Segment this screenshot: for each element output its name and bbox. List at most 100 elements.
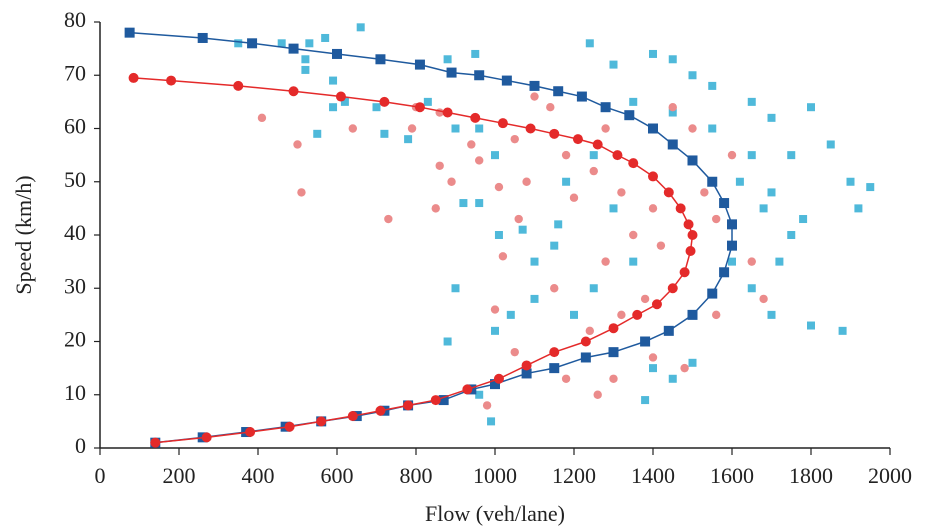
circle-marker: [609, 374, 618, 383]
square-marker: [375, 54, 386, 65]
circle-marker: [629, 230, 638, 240]
square-marker: [747, 284, 756, 293]
square-marker: [423, 97, 432, 106]
square-marker: [321, 33, 330, 42]
square-marker: [648, 123, 658, 134]
circle-marker: [651, 299, 662, 310]
circle-marker: [712, 310, 721, 320]
circle-marker: [335, 91, 346, 102]
circle-marker: [447, 177, 456, 186]
square-marker: [728, 257, 736, 266]
circle-marker: [572, 134, 583, 145]
square-marker: [562, 177, 571, 186]
circle-marker: [498, 252, 508, 261]
square-marker: [600, 102, 611, 113]
circle-marker: [233, 80, 244, 91]
square-marker: [443, 337, 452, 346]
square-marker: [451, 124, 460, 133]
circle-marker: [384, 214, 393, 224]
circle-marker: [166, 75, 177, 86]
square-marker: [404, 135, 413, 144]
circle-marker: [525, 123, 536, 134]
square-marker: [197, 32, 208, 43]
square-marker: [491, 151, 499, 160]
square-marker: [589, 151, 598, 160]
circle-marker: [747, 257, 756, 266]
square-marker: [554, 220, 563, 229]
circle-marker: [293, 140, 302, 149]
x-tick-label: 2000: [868, 463, 912, 488]
circle-marker: [288, 86, 299, 97]
square-marker: [459, 199, 468, 208]
square-marker: [414, 59, 425, 70]
square-marker: [124, 27, 135, 38]
square-marker: [759, 204, 768, 213]
circle-marker: [683, 219, 694, 230]
square-marker: [687, 155, 698, 166]
y-tick-label: 40: [64, 220, 86, 245]
circle-marker: [648, 353, 658, 362]
square-marker: [609, 204, 618, 213]
square-marker: [767, 113, 776, 122]
circle-marker: [494, 182, 504, 192]
square-marker: [446, 67, 457, 78]
square-marker: [707, 176, 718, 187]
square-marker: [487, 417, 496, 426]
square-marker: [787, 151, 796, 160]
circle-marker: [348, 124, 357, 133]
circle-marker: [297, 188, 306, 197]
circle-marker: [150, 437, 161, 448]
square-marker: [518, 225, 527, 234]
circle-marker: [521, 360, 532, 371]
square-marker: [585, 39, 594, 48]
circle-marker: [431, 204, 440, 213]
square-marker: [707, 288, 718, 299]
square-marker: [471, 49, 480, 58]
square-marker: [372, 103, 381, 112]
circle-marker: [430, 395, 441, 406]
square-marker: [530, 257, 539, 266]
square-marker: [608, 347, 619, 358]
circle-marker: [580, 336, 591, 347]
square-marker: [866, 183, 875, 192]
square-marker: [735, 177, 744, 186]
circle-marker: [522, 177, 531, 186]
square-marker: [663, 325, 674, 336]
y-axis-label: Speed (km/h): [11, 175, 36, 294]
square-marker: [775, 257, 784, 266]
circle-marker: [201, 432, 212, 443]
x-tick-label: 0: [95, 463, 106, 488]
circle-marker: [403, 400, 414, 411]
circle-marker: [759, 294, 768, 304]
square-marker: [530, 294, 539, 303]
square-marker: [340, 97, 349, 106]
y-tick-label: 30: [64, 273, 86, 298]
square-marker: [807, 103, 815, 112]
square-marker: [747, 151, 756, 160]
square-marker: [640, 336, 651, 347]
circle-marker: [667, 283, 678, 294]
circle-marker: [407, 124, 417, 133]
square-marker: [475, 390, 484, 399]
circle-marker: [245, 427, 256, 438]
square-marker: [305, 39, 314, 48]
circle-marker: [470, 112, 481, 123]
square-marker: [826, 140, 835, 149]
x-tick-label: 400: [242, 463, 275, 488]
square-marker: [494, 231, 503, 239]
circle-marker: [546, 103, 555, 112]
circle-marker: [601, 257, 610, 266]
square-marker: [356, 23, 365, 32]
circle-marker: [648, 171, 658, 182]
circle-marker: [592, 139, 603, 150]
square-marker: [277, 39, 286, 48]
square-marker: [380, 129, 389, 138]
square-marker: [641, 396, 650, 405]
x-tick-label: 200: [163, 463, 196, 488]
circle-marker: [700, 188, 709, 197]
circle-marker: [550, 284, 559, 293]
square-marker: [708, 81, 717, 90]
square-marker: [501, 75, 512, 86]
square-marker: [807, 321, 815, 330]
square-marker: [846, 177, 855, 186]
